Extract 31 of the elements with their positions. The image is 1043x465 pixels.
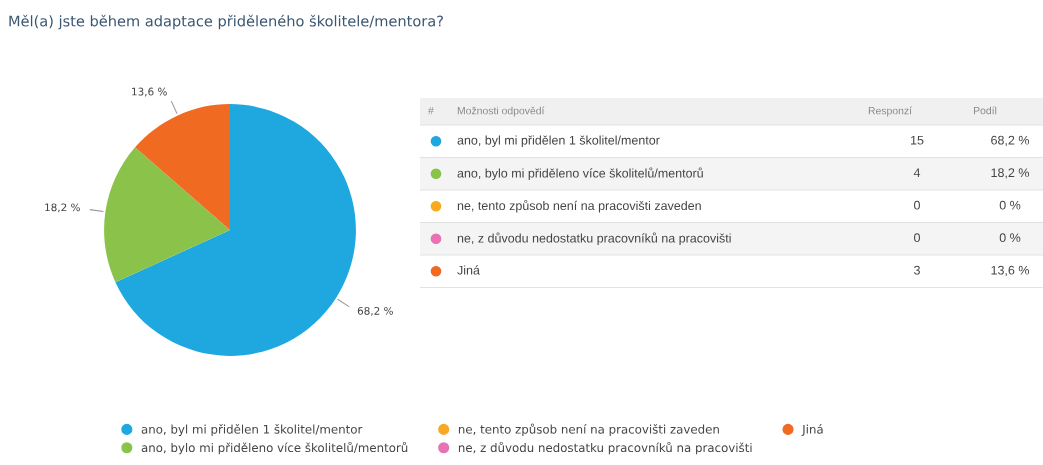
category-label: Jiná [801,424,823,436]
text: Responzí [868,106,912,117]
pie-slice [135,104,230,230]
text: # [428,107,434,115]
text: Podíl [973,106,997,115]
text: 4 [913,168,921,177]
category-label: ne, tento způsob není na pracovišti zaveden [458,423,719,437]
text: 68,2 % [991,135,1030,147]
category-label: ano, bylo mi přiděleno více školitelů/mentorů [457,167,703,181]
text: 0 [914,200,920,210]
text: 18,2 % [991,168,1030,179]
text: 0 % [999,233,1021,243]
pie-slice [104,147,230,283]
data-label: 68,2 % [357,306,393,316]
text: 0 [914,233,920,243]
data-label: 13,6 % [132,87,167,97]
category-label: ano, byl mi přidělen 1 školitel/mentor [457,135,660,148]
pie-slice [115,104,356,356]
legend-label: ano, bylo mi přiděleno více školitelů/mentorů [141,441,408,455]
legend-label: ano, byl mi přidělen 1 školitel/mentor [141,424,363,437]
legend-label: Jiná [457,265,480,275]
text: 15 [911,135,924,145]
category-label: ne, z důvodu nedostatku pracovníků na pracovišti [458,441,752,455]
text: Možnosti odpovědí [457,106,545,117]
legend-label: ne, z důvodu nedostatku pracovníků na pracovišti [457,232,731,246]
chart-title: Měl(a) jste během adaptace přiděleného školitele/mentora? [9,14,443,30]
text: 0 % [999,200,1021,210]
data-label: 18,2 % [45,203,80,213]
legend-label: ne, tento způsob není na pracovišti zaveden [457,199,701,213]
text: 3 [914,265,920,275]
text: 13,6 % [991,265,1030,277]
